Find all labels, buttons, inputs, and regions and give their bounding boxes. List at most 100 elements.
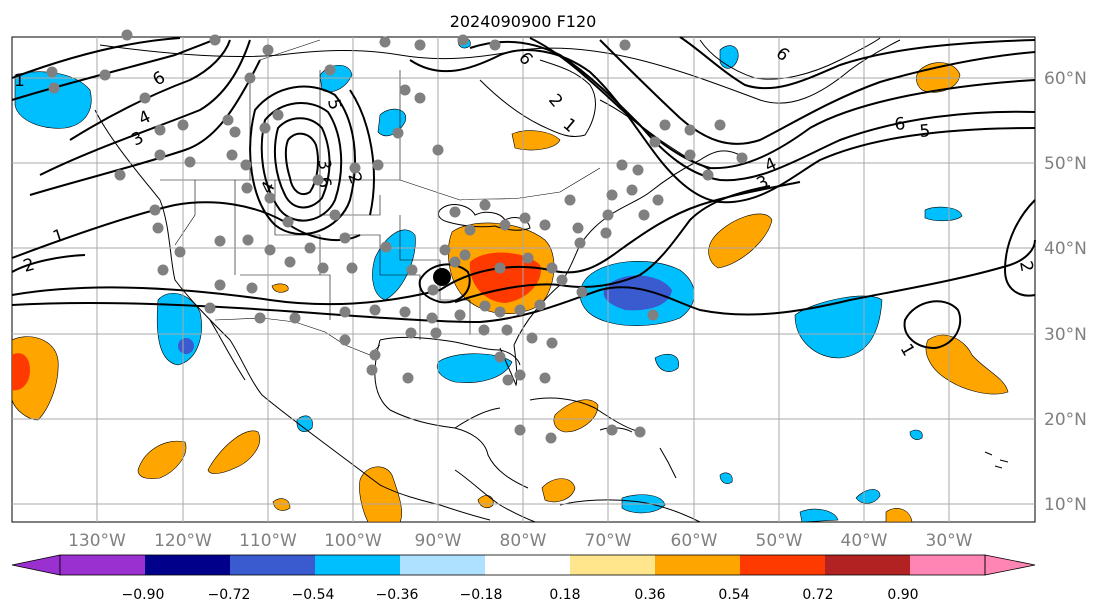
station-dot	[539, 372, 551, 384]
station-dot	[152, 222, 164, 234]
lon-label: 30°W	[926, 531, 973, 551]
contour-label: 2	[1015, 259, 1037, 273]
station-dot	[514, 369, 526, 381]
lon-label: 40°W	[841, 531, 888, 551]
station-dot	[324, 64, 336, 76]
colorbar-tick: 0.90	[887, 587, 918, 603]
shade-atlantic-positive-b	[925, 334, 1009, 395]
station-dot	[399, 306, 411, 318]
station-dot	[459, 249, 471, 261]
station-dot	[317, 262, 329, 274]
station-dot	[714, 119, 726, 131]
coastline-greenland	[699, 37, 881, 80]
station-dot	[606, 424, 618, 436]
station-dot	[262, 44, 274, 56]
station-dot	[684, 149, 696, 161]
station-dot	[339, 232, 351, 244]
contour-east-ridge-3	[529, 37, 1036, 170]
shade-arizona-positive	[271, 283, 289, 293]
coastline-hudson-bay	[479, 59, 596, 138]
station-dot	[392, 127, 404, 139]
station-dot	[405, 327, 417, 339]
station-dot	[242, 234, 254, 246]
station-dot	[184, 156, 196, 168]
station-dot	[652, 194, 664, 206]
station-dot	[449, 256, 461, 268]
coastline-arctic	[99, 39, 901, 104]
station-dot	[372, 159, 384, 171]
colorbar-bin	[145, 555, 230, 575]
station-dot	[264, 192, 276, 204]
coastline-south-america	[559, 499, 701, 523]
station-dot	[399, 84, 411, 96]
station-dot	[99, 69, 111, 81]
colorbar-bin	[570, 555, 655, 575]
colorbar-tick: −0.72	[208, 587, 251, 603]
shade-greenland-negative	[719, 45, 739, 69]
colorbar-bin	[740, 555, 825, 575]
colorbar-tick: 0.18	[549, 587, 580, 603]
station-dot	[414, 39, 426, 51]
station-dot	[346, 262, 358, 274]
coastline-cuba	[529, 397, 641, 433]
station-dot	[514, 304, 526, 316]
station-dot	[46, 66, 58, 78]
contour-nw-4	[29, 59, 261, 196]
shade-pacific-positive-c	[207, 430, 260, 474]
station-dot	[494, 262, 506, 274]
shade-hudson-positive	[511, 130, 561, 151]
station-dot	[222, 114, 234, 126]
station-dot	[702, 169, 714, 181]
station-dot	[139, 92, 151, 104]
station-dot	[329, 209, 341, 221]
shade-pacific-positive-e	[272, 498, 291, 511]
colorbar-left-extend	[11, 554, 61, 576]
shade-atlantic-negative-core	[603, 275, 672, 311]
colorbar-tick: −0.18	[460, 587, 503, 603]
shade-caribbean-negative	[654, 353, 679, 372]
shade-atlantic-negative-c	[799, 508, 839, 523]
contour-low-west-4	[284, 132, 319, 196]
colorbar-bin	[60, 555, 160, 575]
station-dot	[545, 432, 557, 444]
station-dot	[157, 264, 169, 276]
contour-southwest	[11, 286, 441, 306]
station-dot	[449, 206, 461, 218]
station-dot	[502, 374, 514, 386]
station-dot	[647, 309, 659, 321]
station-dot	[229, 126, 241, 138]
lon-label: 90°W	[415, 531, 462, 551]
station-dot	[616, 159, 628, 171]
shade-atlantic-negative-e	[909, 429, 923, 440]
shade-atlantic-positive-d	[885, 508, 913, 523]
station-dot	[369, 349, 381, 361]
station-dot	[574, 237, 586, 249]
station-dot	[282, 216, 294, 228]
station-dot	[174, 246, 186, 258]
station-dot	[464, 224, 476, 236]
station-dot	[522, 252, 534, 264]
station-dot	[430, 327, 442, 339]
contour-label: 5	[919, 121, 932, 142]
station-dot	[48, 82, 60, 94]
station-dot	[254, 312, 266, 324]
contour-atlantic-loop	[903, 300, 962, 350]
station-dot	[209, 34, 221, 46]
lon-label: 70°W	[585, 531, 632, 551]
coastline-hispaniola	[599, 427, 633, 433]
longitude-labels: 130°W 120°W 110°W 100°W 90°W 80°W 70°W 6…	[68, 531, 973, 551]
coastline-yucatan	[454, 407, 501, 429]
station-dot	[369, 304, 381, 316]
station-dot	[272, 109, 284, 121]
contour-labels: 1 2 3 4 6 1 2 3 4 5 6 6 3 4 6 5 6 2 1 1 …	[14, 44, 1037, 360]
station-dot	[526, 332, 538, 344]
contour-east-ridge-5	[679, 36, 1036, 90]
graticule	[12, 37, 1035, 522]
contour-west-2	[11, 254, 86, 273]
lon-label: 80°W	[500, 531, 547, 551]
contour-low-west-outer	[249, 85, 356, 235]
station-dot	[439, 244, 451, 256]
station-dot	[154, 124, 166, 136]
station-dot	[638, 209, 650, 221]
contour-low-west-3	[273, 117, 331, 209]
